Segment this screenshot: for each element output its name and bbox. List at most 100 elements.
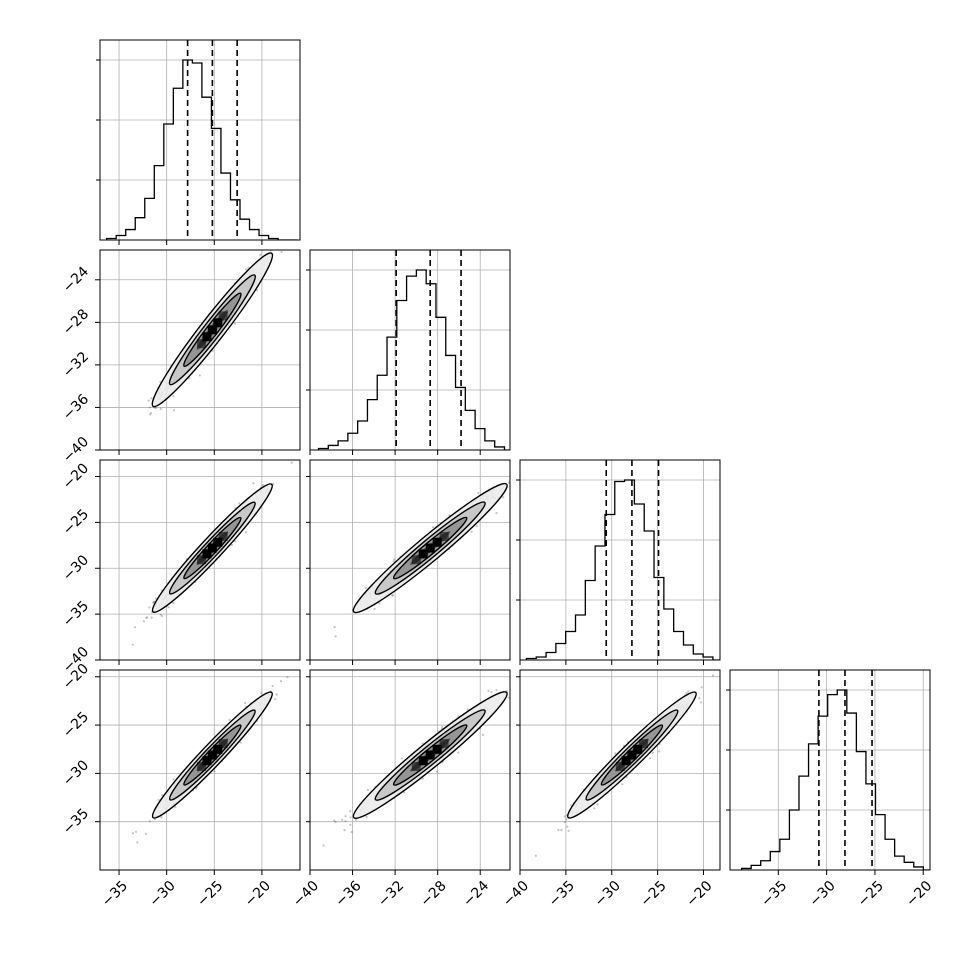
scatter-point [148,820,152,823]
scatter-point [159,407,162,410]
scatter-point [566,825,569,828]
density-block [432,744,442,754]
scatter-point [149,413,152,416]
scatter-point [148,406,152,409]
scatter-point [322,844,325,847]
scatter-point [144,832,148,836]
y-tick-label: −36 [60,391,92,423]
scatter-point [507,481,510,484]
scatter-point [131,643,134,646]
scatter-point [507,696,510,699]
scatter-point [233,322,237,325]
scatter-point [366,788,369,791]
scatter-point [495,689,498,692]
x-tick-label: −20 [683,878,715,910]
density-block [213,537,223,547]
panel-frame [519,459,721,661]
scatter-point [154,406,157,410]
density-block [197,761,207,771]
scatter-point [172,778,175,781]
histogram-series [106,59,298,240]
density-block [615,761,625,771]
scatter-point [152,600,156,603]
histogram-series [317,269,510,450]
scatter-point [333,819,336,822]
x-tick-label: −30 [592,878,624,910]
scatter-point [700,686,703,689]
density-block [432,537,442,547]
scatter-point [534,854,537,857]
scatter-point [157,798,160,801]
scatter-point [151,601,155,604]
scatter-point [431,526,435,529]
scatter-point [334,635,337,638]
x-tick-label: −25 [194,878,226,910]
scatter-point [349,810,352,813]
x-tick-label: −28 [418,878,450,910]
density-block [621,756,631,766]
density-block [207,325,217,335]
x-tick-label: −40 [500,878,532,910]
scatter-point [142,620,146,623]
panel-3-2: −40 −35 −30 −25 −20 [500,669,721,910]
scatter-point [160,614,164,618]
panel-frame [519,669,721,871]
scatter-point [349,823,352,827]
histogram-series [740,689,930,870]
scatter-point [150,616,153,619]
scatter-point [286,676,289,679]
y-tick-label: −30 [60,552,92,584]
panel-3-0: −35−30−25−20−35 −30 −25 −20 [60,661,301,910]
density-block [439,531,449,541]
scatter-point [239,741,242,744]
scatter-point [621,783,624,786]
scatter-point [286,237,288,239]
x-tick-label: −25 [638,878,670,910]
scatter-point [260,692,263,695]
panel-frame [309,459,511,661]
density-block [202,756,212,766]
scatter-point [172,409,176,412]
panel-frame [99,39,301,241]
density-block [197,339,207,349]
density-block [411,555,421,565]
scatter-point [146,616,149,619]
scatter-point [441,725,444,728]
density-block [197,555,207,565]
density-block [627,750,637,760]
scatter-point [213,770,216,773]
density-block [202,332,212,342]
scatter-point [265,246,267,248]
scatter-point [244,701,247,705]
scatter-point [149,411,153,415]
scatter-point [341,818,344,821]
scatter-point [344,820,347,823]
scatter-point [159,613,162,616]
scatter-point [279,680,283,683]
density-block [633,744,643,754]
x-tick-label: −35 [546,878,578,910]
scatter-point [651,751,654,754]
x-tick-label: −36 [332,878,364,910]
scatter-point [512,477,514,479]
y-tick-label: −40 [60,434,92,466]
scatter-point [563,815,566,818]
density-block [218,531,228,541]
scatter-point [421,777,424,780]
x-tick-label: −32 [375,878,407,910]
scatter-point [403,791,406,794]
scatter-point [167,606,170,609]
histogram-series [525,479,720,660]
scatter-point [481,733,485,737]
x-tick-label: −35 [99,878,131,910]
scatter-point [290,461,293,464]
scatter-point [421,742,424,745]
panel-2-0: −40−35−30−25−20 [60,459,301,676]
scatter-point [136,841,139,844]
x-tick-label: −20 [903,878,935,910]
scatter-point [228,718,231,721]
scatter-point [614,752,617,755]
scatter-point [134,830,138,833]
scatter-point [512,691,514,693]
panel-frame [729,669,931,871]
